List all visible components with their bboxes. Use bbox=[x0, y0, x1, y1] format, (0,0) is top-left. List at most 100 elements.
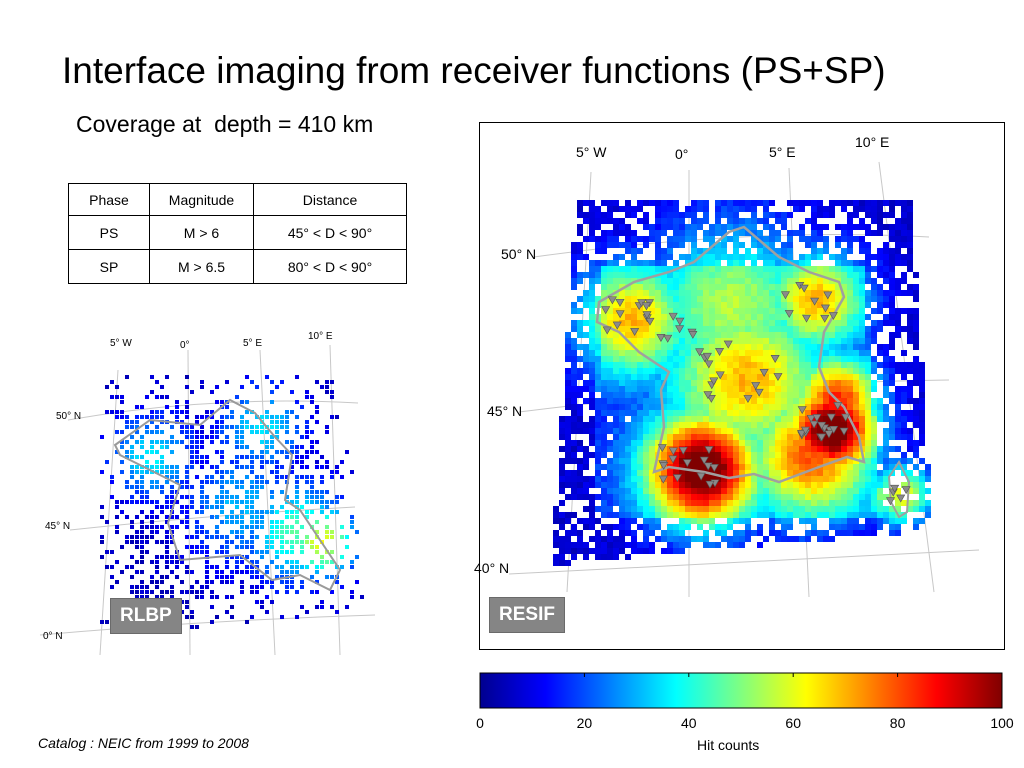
hit-cell bbox=[145, 495, 149, 499]
hit-cell bbox=[775, 314, 781, 320]
hit-cell bbox=[871, 254, 877, 260]
hit-cell bbox=[260, 550, 264, 554]
hit-cell bbox=[745, 416, 751, 422]
hit-cell bbox=[655, 374, 661, 380]
hit-cell bbox=[245, 455, 249, 459]
hit-cell bbox=[823, 278, 829, 284]
hit-cell bbox=[135, 415, 139, 419]
hit-cell bbox=[661, 266, 667, 272]
hit-cell bbox=[607, 404, 613, 410]
hit-cell bbox=[829, 308, 835, 314]
hit-cell bbox=[859, 428, 865, 434]
hit-cell bbox=[853, 506, 859, 512]
hit-cell bbox=[733, 494, 739, 500]
hit-cell bbox=[877, 224, 883, 230]
hit-cell bbox=[170, 475, 174, 479]
hit-cell bbox=[877, 260, 883, 266]
hit-cell bbox=[185, 475, 189, 479]
hit-cell bbox=[835, 356, 841, 362]
hit-cell bbox=[589, 536, 595, 542]
hit-cell bbox=[305, 540, 309, 544]
hit-cell bbox=[667, 314, 673, 320]
hit-cell bbox=[769, 488, 775, 494]
hit-cell bbox=[793, 386, 799, 392]
hit-cell bbox=[733, 332, 739, 338]
hit-cell bbox=[739, 500, 745, 506]
hit-cell bbox=[907, 230, 913, 236]
hit-cell bbox=[793, 284, 799, 290]
hit-cell bbox=[829, 434, 835, 440]
hit-cell bbox=[165, 550, 169, 554]
hit-cell bbox=[315, 590, 319, 594]
hit-cell bbox=[250, 470, 254, 474]
hit-cell bbox=[817, 506, 823, 512]
hit-cell bbox=[200, 545, 204, 549]
hit-cell bbox=[811, 218, 817, 224]
hit-cell bbox=[853, 344, 859, 350]
hit-cell bbox=[745, 422, 751, 428]
hit-cell bbox=[295, 445, 299, 449]
hit-cell bbox=[835, 368, 841, 374]
hit-cell bbox=[715, 212, 721, 218]
hit-cell bbox=[595, 248, 601, 254]
hit-cell bbox=[697, 266, 703, 272]
hit-cell bbox=[637, 398, 643, 404]
hit-cell bbox=[225, 470, 229, 474]
hit-cell bbox=[175, 465, 179, 469]
hit-cell bbox=[240, 570, 244, 574]
hit-cell bbox=[145, 415, 149, 419]
hit-cell bbox=[721, 428, 727, 434]
hit-cell bbox=[775, 482, 781, 488]
hit-cell bbox=[315, 490, 319, 494]
hit-cell bbox=[190, 615, 194, 619]
hit-cell bbox=[739, 398, 745, 404]
hit-cell bbox=[679, 500, 685, 506]
hit-cell bbox=[145, 395, 149, 399]
hit-cell bbox=[225, 560, 229, 564]
hit-cell bbox=[140, 480, 144, 484]
hit-cell bbox=[577, 296, 583, 302]
hit-cell bbox=[709, 440, 715, 446]
hit-cell bbox=[275, 550, 279, 554]
hit-cell bbox=[739, 422, 745, 428]
hit-cell bbox=[215, 595, 219, 599]
hit-cell bbox=[170, 515, 174, 519]
hit-cell bbox=[613, 356, 619, 362]
hit-cell bbox=[679, 296, 685, 302]
hit-cell bbox=[601, 278, 607, 284]
hit-cell bbox=[823, 440, 829, 446]
hit-cell bbox=[835, 482, 841, 488]
hit-cell bbox=[883, 464, 889, 470]
hit-cell bbox=[595, 338, 601, 344]
hit-cell bbox=[727, 380, 733, 386]
station-marker bbox=[890, 484, 900, 493]
hit-cell bbox=[250, 495, 254, 499]
hit-cell bbox=[160, 415, 164, 419]
hit-cell bbox=[571, 272, 577, 278]
hit-cell bbox=[667, 512, 673, 518]
hit-cell bbox=[130, 495, 134, 499]
hit-cell bbox=[583, 398, 589, 404]
hit-cell bbox=[829, 536, 835, 542]
hit-cell bbox=[823, 392, 829, 398]
hit-cell bbox=[859, 326, 865, 332]
hit-cell bbox=[721, 326, 727, 332]
hit-cell bbox=[823, 386, 829, 392]
hit-cell bbox=[739, 284, 745, 290]
hit-cell bbox=[703, 506, 709, 512]
hit-cell bbox=[673, 422, 679, 428]
hit-cell bbox=[913, 380, 919, 386]
hit-cell bbox=[613, 482, 619, 488]
hit-cell bbox=[853, 266, 859, 272]
hit-cell bbox=[727, 368, 733, 374]
hit-cell bbox=[691, 512, 697, 518]
hit-cell bbox=[643, 266, 649, 272]
hit-cell bbox=[245, 545, 249, 549]
hit-cell bbox=[793, 278, 799, 284]
hit-cell bbox=[667, 344, 673, 350]
hit-cell bbox=[823, 464, 829, 470]
hit-cell bbox=[667, 242, 673, 248]
hit-cell bbox=[733, 476, 739, 482]
hit-cell bbox=[883, 254, 889, 260]
hit-cell bbox=[245, 410, 249, 414]
